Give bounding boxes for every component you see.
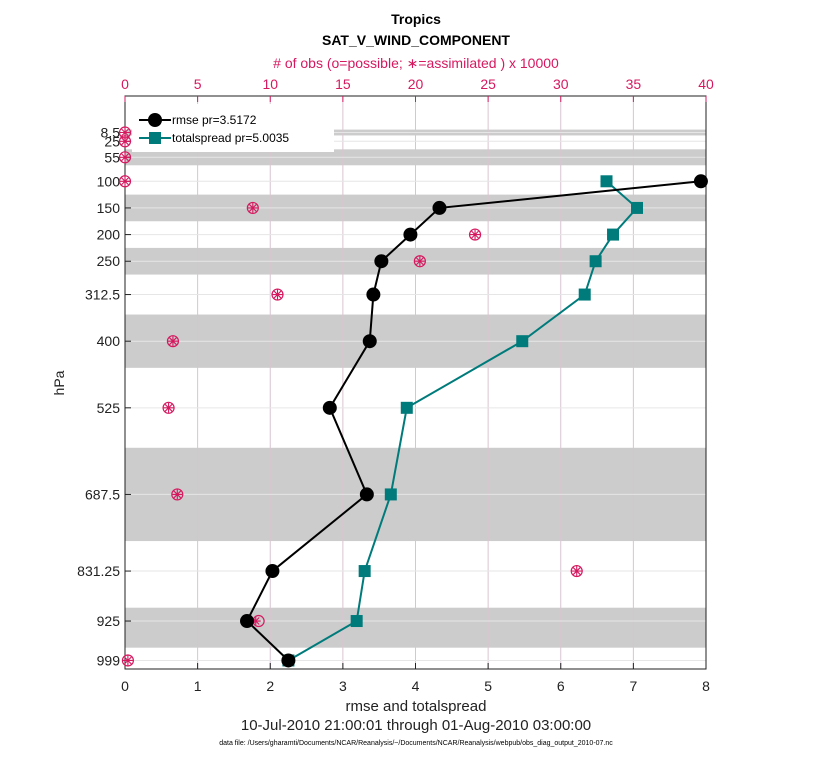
x-tick-label: 4 bbox=[412, 678, 420, 694]
rmse-point bbox=[265, 564, 280, 579]
obs-possible-marker bbox=[121, 654, 135, 667]
x-tick-label: 7 bbox=[629, 678, 637, 694]
y-tick-label: 8.5 bbox=[101, 125, 121, 141]
y-tick-label: 100 bbox=[97, 173, 121, 189]
obs-assimilated-marker bbox=[414, 256, 425, 267]
rmse-point bbox=[403, 227, 418, 242]
y-tick-label: 525 bbox=[97, 400, 121, 416]
x-tick-label: 1 bbox=[194, 678, 202, 694]
obs-possible-marker bbox=[171, 488, 184, 501]
chart-title: Tropics bbox=[391, 11, 441, 27]
y-tick-label: 925 bbox=[97, 613, 121, 629]
top-tick-label: 15 bbox=[335, 76, 351, 92]
obs-possible-marker bbox=[413, 255, 426, 268]
rmse-point bbox=[693, 174, 708, 189]
y-tick-label: 200 bbox=[97, 227, 121, 243]
top-tick-label: 30 bbox=[553, 76, 569, 92]
data-file-note: data file: /Users/gharamti/Documents/NCA… bbox=[219, 740, 613, 747]
totalspread-point bbox=[384, 488, 397, 501]
obs-assimilated-marker bbox=[120, 127, 130, 138]
totalspread-point bbox=[516, 335, 529, 348]
totalspread-point bbox=[350, 615, 363, 628]
legend-spread-label: totalspread pr=5.0035 bbox=[172, 131, 289, 145]
rmse-point bbox=[362, 334, 377, 349]
obs-possible-marker bbox=[271, 288, 284, 301]
obs-assimilated-marker bbox=[470, 229, 481, 240]
top-axis-label: # of obs (o=possible; ∗=assimilated ) x … bbox=[273, 55, 559, 71]
obs-assimilated-marker bbox=[272, 289, 283, 300]
obs-assimilated-marker bbox=[120, 152, 130, 163]
x-tick-label: 5 bbox=[484, 678, 492, 694]
x-tick-label: 8 bbox=[702, 678, 710, 694]
obs-possible-marker bbox=[468, 228, 482, 241]
rmse-point bbox=[374, 254, 389, 269]
totalspread-point bbox=[578, 288, 591, 301]
obs-assimilated-marker bbox=[250, 616, 261, 627]
legend-rmse-marker bbox=[148, 113, 162, 127]
top-tick-label: 10 bbox=[262, 76, 278, 92]
y-tick-label: 831.25 bbox=[77, 563, 120, 579]
obs-assimilated-marker bbox=[122, 655, 133, 666]
y-tick-label: 150 bbox=[97, 200, 121, 216]
obs-assimilated-marker bbox=[571, 566, 582, 577]
obs-possible-marker bbox=[246, 201, 259, 215]
legend-rmse-label: rmse pr=3.5172 bbox=[172, 113, 257, 127]
obs-assimilated-marker bbox=[120, 136, 130, 147]
obs-assimilated-marker bbox=[120, 176, 130, 187]
obs-possible-marker bbox=[570, 564, 583, 578]
obs-possible-marker bbox=[166, 335, 180, 348]
y-tick-label: 400 bbox=[97, 333, 121, 349]
obs-assimilated-marker bbox=[247, 202, 258, 213]
x-tick-label: 2 bbox=[266, 678, 274, 694]
y-axis-label: hPa bbox=[51, 370, 67, 395]
y-tick-label: 250 bbox=[97, 253, 121, 269]
rmse-point bbox=[366, 287, 381, 302]
x-tick-label: 0 bbox=[121, 678, 129, 694]
rmse-point bbox=[432, 200, 447, 215]
legend-box bbox=[132, 104, 334, 152]
rmse-point bbox=[281, 653, 296, 668]
x-tick-label: 3 bbox=[339, 678, 347, 694]
obs-possible-marker bbox=[118, 151, 132, 164]
date-range: 10-Jul-2010 21:00:01 through 01-Aug-2010… bbox=[241, 717, 591, 734]
totalspread-point bbox=[600, 175, 613, 188]
obs-possible-marker bbox=[162, 401, 175, 414]
rmse-point bbox=[240, 614, 255, 629]
top-tick-label: 35 bbox=[626, 76, 642, 92]
totalspread-point bbox=[631, 201, 644, 214]
rmse-point bbox=[322, 400, 337, 415]
y-tick-label: 687.5 bbox=[85, 486, 120, 502]
x-axis-label: rmse and totalspread bbox=[346, 698, 487, 715]
y-tick-label: 55 bbox=[104, 149, 120, 165]
legend-spread-marker bbox=[149, 132, 161, 144]
top-tick-label: 5 bbox=[194, 76, 202, 92]
totalspread-point bbox=[589, 255, 602, 268]
totalspread-point bbox=[400, 401, 413, 414]
legend: rmse pr=3.5172 totalspread pr=5.0035 bbox=[132, 104, 334, 152]
x-tick-label: 6 bbox=[557, 678, 565, 694]
top-tick-label: 0 bbox=[121, 76, 129, 92]
y-tick-label: 25 bbox=[104, 133, 120, 149]
rmse-point bbox=[359, 487, 374, 502]
chart-subtitle: SAT_V_WIND_COMPONENT bbox=[322, 32, 510, 48]
y-tick-label: 999 bbox=[97, 652, 121, 668]
obs-assimilated-marker bbox=[163, 402, 174, 413]
top-tick-label: 20 bbox=[408, 76, 424, 92]
totalspread-point bbox=[358, 565, 371, 578]
top-tick-label: 40 bbox=[698, 76, 714, 92]
obs-assimilated-marker bbox=[167, 336, 178, 347]
top-tick-label: 25 bbox=[480, 76, 496, 92]
obs-possible-marker bbox=[118, 175, 132, 188]
totalspread-point bbox=[607, 228, 620, 241]
obs-assimilated-marker bbox=[172, 489, 183, 500]
y-tick-label: 312.5 bbox=[85, 287, 120, 303]
